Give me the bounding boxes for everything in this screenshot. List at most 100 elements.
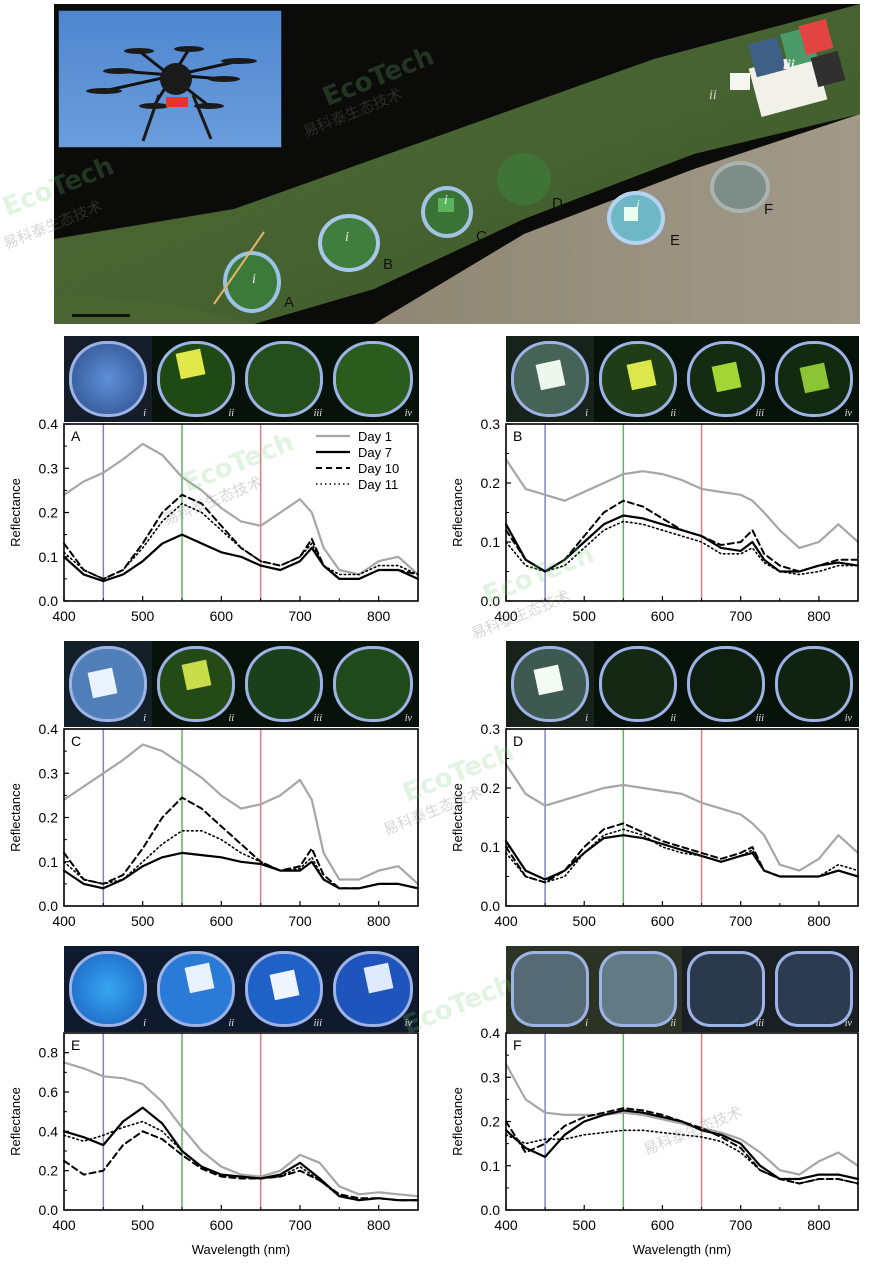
thumb-a-iv: iv <box>328 336 419 422</box>
y-axis-label: Reflectance <box>450 478 465 547</box>
pond-c-roman: i <box>444 193 448 208</box>
pond-b-roman: i <box>345 230 349 245</box>
y-tick-label: 0.0 <box>481 593 501 609</box>
x-tick-label: 500 <box>573 608 597 624</box>
thumb-d-iii: iii <box>682 641 771 727</box>
thumbstrip-a: i ii iii iv <box>64 336 419 422</box>
x-tick-label: 600 <box>210 608 234 624</box>
pond-b <box>318 214 380 272</box>
thumb-f-iii: iii <box>682 946 771 1032</box>
x-tick-label: 700 <box>729 1217 753 1233</box>
y-tick-label: 0.1 <box>481 1158 501 1174</box>
plot-frame <box>505 423 859 602</box>
pond-label-f: F <box>764 201 774 218</box>
y-tick-label: 0.0 <box>39 593 59 609</box>
series-day-10 <box>505 1107 859 1185</box>
scale-bar <box>72 314 130 317</box>
plot-frame <box>63 1032 419 1211</box>
y-tick-label: 0.3 <box>481 1069 501 1085</box>
series-day-1 <box>504 763 860 872</box>
thumb-a-iii: iii <box>240 336 329 422</box>
y-tick-label: 0.3 <box>481 721 501 737</box>
y-axis-label: Reflectance <box>8 783 23 852</box>
y-tick-label: 0.8 <box>39 1045 59 1061</box>
x-tick-label: 400 <box>494 608 518 624</box>
plot-frame <box>63 728 419 907</box>
series-day-10 <box>63 1130 419 1202</box>
thumb-e-i: i <box>64 946 153 1032</box>
x-tick-label: 800 <box>807 913 831 929</box>
chart-panel-b: 0.0 0.1 0.2 0.3 400 500 600 700 800 B Reflectance <box>450 416 860 624</box>
x-tick-label: 800 <box>807 1217 831 1233</box>
thumb-a-ii: ii <box>152 336 241 422</box>
y-tick-label: 0.2 <box>39 505 59 521</box>
x-tick-label: 700 <box>729 608 753 624</box>
series-day-1 <box>62 442 420 576</box>
thumb-b-i: i <box>506 336 595 422</box>
drone-inset <box>58 10 282 148</box>
thumb-e-iii: iii <box>240 946 329 1032</box>
panel-letter: E <box>71 1037 80 1053</box>
thumb-a-i: i <box>64 336 153 422</box>
pond-d <box>497 153 551 205</box>
x-tick-label: 500 <box>131 608 155 624</box>
x-tick-label: 400 <box>52 1217 76 1233</box>
y-tick-label: 0.0 <box>39 898 59 914</box>
y-tick-label: 0.2 <box>39 810 59 826</box>
thumbstrip-f: i ii iii iv <box>506 946 859 1032</box>
x-tick-label: 400 <box>494 1217 518 1233</box>
y-axis-label: Reflectance <box>450 1087 465 1156</box>
y-tick-label: 0.4 <box>39 416 59 432</box>
y-tick-label: 0.1 <box>481 839 501 855</box>
series-day-1 <box>62 1061 420 1198</box>
panel-letter: B <box>513 428 522 444</box>
y-tick-label: 0.1 <box>39 854 59 870</box>
y-tick-label: 0.3 <box>481 416 501 432</box>
y-tick-label: 0.6 <box>39 1084 59 1100</box>
thumb-c-i: i <box>64 641 153 727</box>
thumb-c-ii: ii <box>152 641 241 727</box>
y-tick-label: 0.0 <box>39 1202 59 1218</box>
aerial-scene <box>54 4 860 324</box>
series-day-1 <box>504 1062 860 1176</box>
y-tick-label: 0.4 <box>481 1025 501 1041</box>
y-axis-label: Reflectance <box>450 783 465 852</box>
x-tick-label: 600 <box>210 1217 234 1233</box>
y-tick-label: 0.2 <box>39 1163 59 1179</box>
x-tick-label: 800 <box>367 913 391 929</box>
y-tick-label: 0.4 <box>39 721 59 737</box>
thumb-e-ii: ii <box>152 946 241 1032</box>
pond-f <box>710 161 770 213</box>
plot-frame <box>505 728 859 907</box>
x-axis-label: Wavelength (nm) <box>633 1242 732 1257</box>
thumb-b-iii: iii <box>682 336 771 422</box>
legend-label: Day 11 <box>358 477 398 492</box>
pond-label-c: C <box>476 228 487 245</box>
thumbstrip-d: i ii iii iv <box>506 641 859 727</box>
panel-letter: D <box>513 733 523 749</box>
x-tick-label: 800 <box>807 608 831 624</box>
y-tick-label: 0.3 <box>39 460 59 476</box>
chart-panel-e: 0.0 0.2 0.4 0.6 0.8 400 500 600 700 800 E Reflectan… <box>8 1032 420 1257</box>
thumbstrip-c: i ii iii iv <box>64 641 419 727</box>
legend-label: Day 10 <box>358 461 399 476</box>
series-day-7 <box>504 834 860 881</box>
thumbstrip-b: i ii iii iv <box>506 336 859 422</box>
series-day-11 <box>505 1129 859 1185</box>
thumb-c-iii: iii <box>240 641 329 727</box>
x-tick-label: 600 <box>651 913 675 929</box>
aerial-photo: A B C D E F i i i i ii iii <box>54 4 860 324</box>
series-day-11 <box>505 520 859 576</box>
x-tick-label: 400 <box>52 608 76 624</box>
thumb-c-iv: iv <box>328 641 419 727</box>
x-tick-label: 800 <box>367 1217 391 1233</box>
x-tick-label: 700 <box>288 913 312 929</box>
thumb-b-ii: ii <box>594 336 683 422</box>
drone-icon <box>86 46 257 142</box>
x-tick-label: 700 <box>288 1217 312 1233</box>
chart-panel-a: 0.0 0.1 0.2 0.3 0.4 400 500 600 700 800 A Reflectan… <box>8 416 420 624</box>
x-tick-label: 500 <box>573 913 597 929</box>
thumb-d-i: i <box>506 641 595 727</box>
thumb-f-iv: iv <box>770 946 859 1032</box>
chart-panel-c: 0.0 0.1 0.2 0.3 0.4 400 500 600 700 800 C Reflectan… <box>8 721 420 929</box>
